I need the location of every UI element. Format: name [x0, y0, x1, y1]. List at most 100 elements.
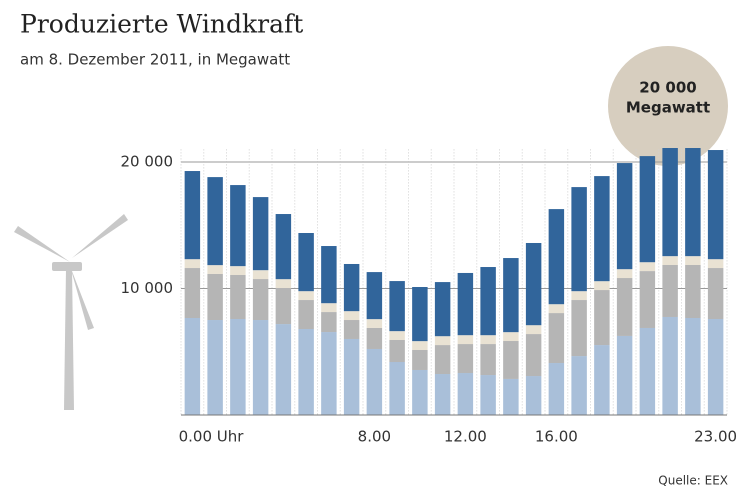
bar-segment — [707, 150, 724, 260]
bar-segment — [616, 335, 633, 415]
bar-segment — [571, 356, 587, 415]
bar-segment — [616, 163, 633, 270]
bar-segment — [639, 156, 656, 263]
bar-segment — [434, 345, 451, 375]
bar-segment — [480, 335, 496, 345]
bar-segment — [321, 246, 337, 304]
bar-segment — [230, 274, 246, 320]
bar-segment — [457, 373, 474, 415]
annotation: 20 000 — [639, 79, 696, 97]
bar-segment — [184, 317, 201, 415]
bar-segment — [366, 348, 383, 415]
bar-segment — [548, 209, 565, 305]
bar-segment — [343, 311, 360, 321]
bar-segment — [662, 316, 678, 415]
bar-segment — [639, 262, 656, 272]
bar-segment — [389, 339, 405, 363]
bar-segment — [594, 281, 610, 291]
bar-segment — [457, 344, 474, 374]
bar-segment — [685, 317, 701, 415]
bar-segment — [230, 266, 246, 275]
bar-segment — [275, 279, 292, 289]
bar-segment — [685, 148, 701, 257]
bar-segment — [298, 291, 314, 301]
bar-segment — [412, 349, 428, 370]
bar-segment — [503, 332, 519, 342]
bar-segment — [594, 176, 610, 282]
bar-segment — [548, 313, 565, 364]
bar-segment — [184, 171, 201, 260]
bar-segment — [525, 334, 542, 377]
bar-segment — [685, 256, 701, 265]
bar-segment — [389, 281, 405, 332]
bar-segment — [594, 290, 610, 346]
chart-title: Produzierte Windkraft — [20, 10, 303, 39]
bar-segment — [366, 327, 383, 349]
bar-segment — [298, 328, 314, 415]
bar-segment — [480, 344, 496, 376]
turbine-blade — [14, 226, 70, 262]
bar-segment — [685, 264, 701, 318]
bar-segment — [412, 341, 428, 350]
bar-segment — [252, 320, 269, 415]
bar-segment — [707, 319, 724, 415]
bar-segment — [321, 332, 337, 415]
wind-turbine — [14, 214, 128, 410]
bar-segment — [343, 320, 360, 339]
bar-segment — [275, 214, 292, 280]
bar-segment — [207, 320, 223, 415]
bar-segment — [230, 319, 246, 415]
bar-segment — [503, 378, 519, 415]
bar-segment — [457, 335, 474, 345]
bar-segment — [252, 197, 269, 271]
bar-segment — [525, 376, 542, 415]
bar-segment — [480, 267, 496, 336]
bar-segment — [434, 282, 451, 337]
bar-segment — [389, 331, 405, 340]
bar-segment — [525, 325, 542, 335]
bar-segment — [571, 187, 587, 292]
bar-segment — [707, 259, 724, 269]
annotation: Megawatt — [626, 99, 710, 117]
bar-segment — [639, 271, 656, 328]
y-tick-label: 10 000 — [121, 279, 174, 297]
source: Quelle: EEX — [658, 474, 728, 488]
bar-segment — [525, 242, 542, 326]
x-tick-label: 8.00 — [358, 428, 391, 446]
bar-segment — [548, 363, 565, 415]
turbine-blade — [70, 266, 94, 330]
bar-segment — [366, 272, 383, 320]
bar-segment — [594, 345, 610, 415]
turbine-tower — [64, 268, 74, 410]
bar-segment — [252, 270, 269, 280]
bar-segment — [298, 233, 314, 292]
bar-segment — [571, 300, 587, 357]
bar-segment — [321, 303, 337, 313]
turbine-nacelle — [52, 262, 82, 271]
bar-segment — [457, 272, 474, 336]
bar-segment — [230, 185, 246, 267]
bar-segment — [662, 148, 678, 257]
bar-segment — [412, 287, 428, 342]
bar-segment — [639, 327, 656, 415]
bar-segment — [480, 375, 496, 415]
bar-segment — [184, 259, 201, 269]
bar-segment — [503, 341, 519, 379]
x-tick-label: 23.00 — [694, 428, 737, 446]
bar-segment — [662, 256, 678, 265]
annotation-bubble — [608, 46, 728, 166]
turbine-blade — [72, 214, 128, 258]
bar-segment — [275, 324, 292, 415]
x-tick-label: 12.00 — [444, 428, 487, 446]
bar-segment — [707, 268, 724, 320]
chart-subtitle: am 8. Dezember 2011, in Megawatt — [20, 51, 290, 69]
bar-segment — [662, 264, 678, 317]
x-tick-label: 0.00 Uhr — [179, 428, 245, 446]
bar-segment — [616, 278, 633, 336]
bar-segment — [548, 304, 565, 314]
bar-segment — [252, 279, 269, 321]
bar-segment — [616, 269, 633, 279]
bar-segment — [434, 336, 451, 346]
bar-segment — [343, 263, 360, 312]
